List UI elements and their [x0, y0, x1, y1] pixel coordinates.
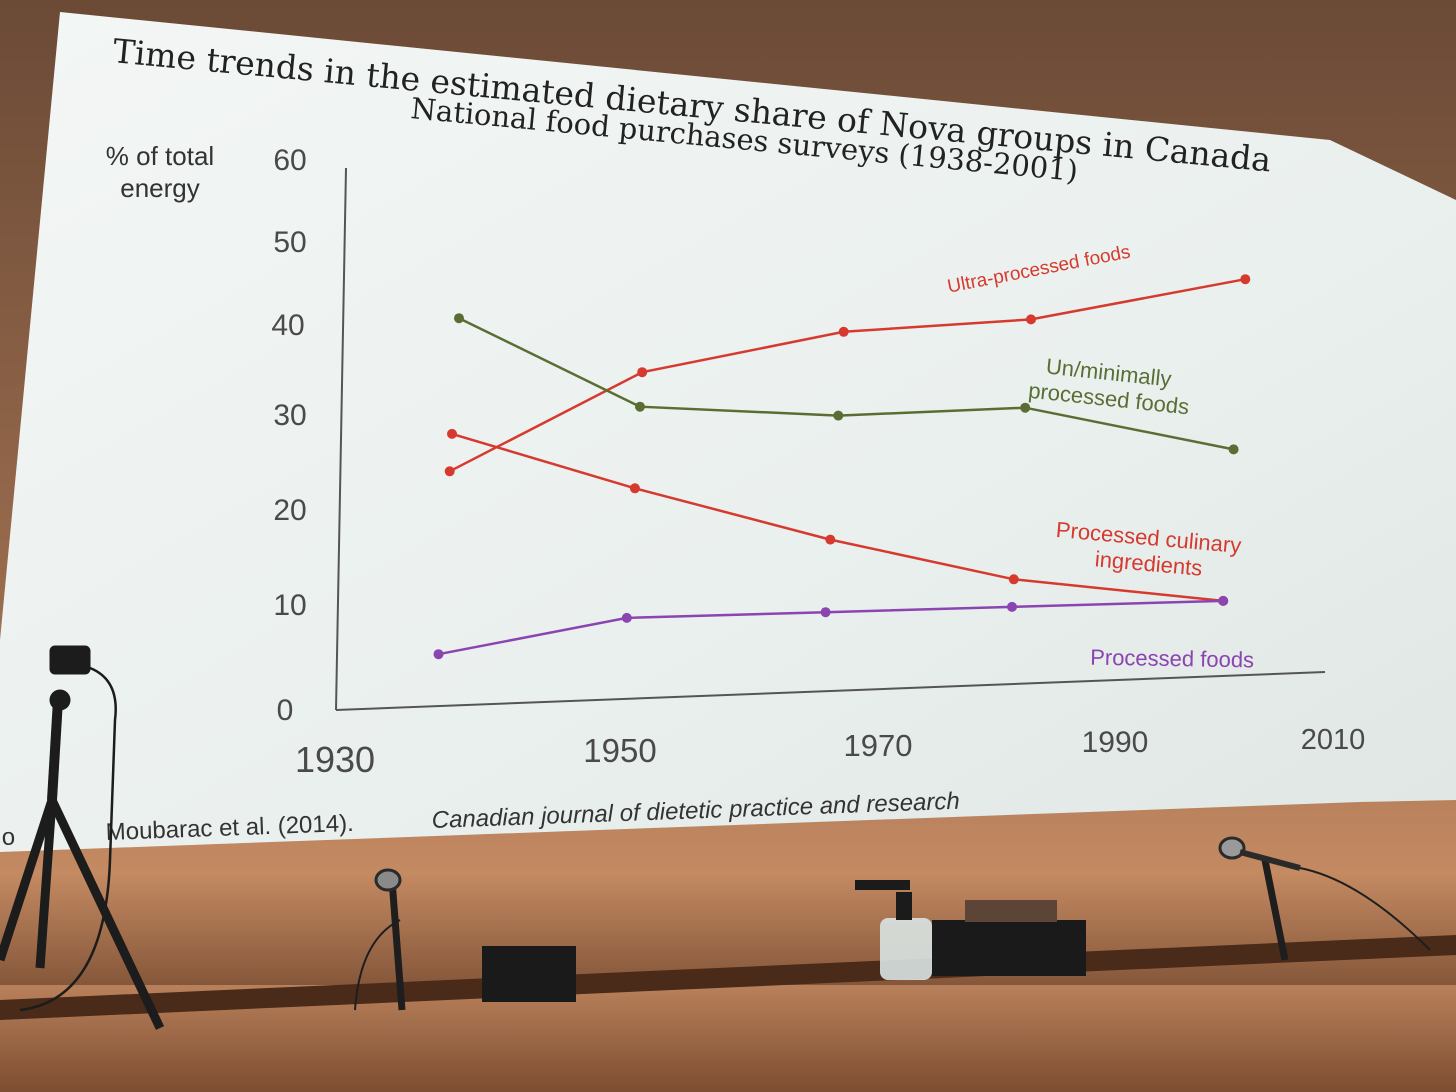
data-point	[444, 466, 455, 477]
y-tick-label: 30	[273, 399, 306, 432]
data-point	[433, 649, 444, 660]
microphone-left	[354, 868, 406, 1011]
y-tick-label: 20	[273, 494, 306, 527]
series-label: Processed foods	[1090, 645, 1254, 673]
y-tick-label: 60	[273, 144, 306, 177]
x-tick-label: 2010	[1301, 724, 1366, 756]
y-axis-label: % of total	[106, 141, 214, 171]
data-point	[635, 401, 645, 412]
table-top	[0, 935, 1456, 1020]
data-point	[1007, 601, 1017, 612]
sanitizer-bottle	[855, 880, 932, 980]
data-point	[838, 326, 849, 337]
data-point	[629, 483, 640, 494]
microphone-right	[1218, 836, 1431, 961]
data-point	[1026, 314, 1036, 325]
y-tick-label: 50	[273, 226, 306, 259]
speaker-box	[482, 946, 576, 1002]
data-point	[454, 313, 464, 324]
data-point	[447, 428, 457, 439]
y-axis-line	[335, 167, 347, 711]
data-point	[637, 367, 648, 378]
data-point	[1020, 402, 1031, 413]
y-axis-label: energy	[120, 173, 200, 203]
camera-icon	[49, 645, 91, 675]
x-axis-line	[335, 671, 1326, 711]
data-point	[820, 607, 831, 618]
projection-screen	[0, 12, 1456, 852]
microphone-icon	[374, 868, 402, 892]
data-point	[1240, 274, 1251, 285]
data-point	[1008, 574, 1019, 585]
camera-tripod	[0, 645, 165, 1030]
data-point	[825, 534, 836, 545]
x-tick-label: 1950	[583, 732, 656, 769]
data-point	[1228, 444, 1239, 455]
microphone-icon	[1218, 836, 1246, 860]
book-stack	[965, 900, 1057, 922]
data-point	[621, 612, 632, 623]
x-tick-label: 1990	[1082, 726, 1149, 759]
x-tick-label: 1970	[844, 728, 913, 763]
citation-prefix: o	[1, 824, 15, 851]
y-tick-label: 40	[271, 309, 304, 342]
x-tick-label: 1930	[295, 739, 375, 780]
data-point	[833, 410, 844, 421]
data-point	[1218, 595, 1229, 606]
y-tick-label: 10	[273, 589, 306, 622]
y-tick-label: 0	[277, 694, 294, 727]
black-box	[932, 920, 1086, 976]
